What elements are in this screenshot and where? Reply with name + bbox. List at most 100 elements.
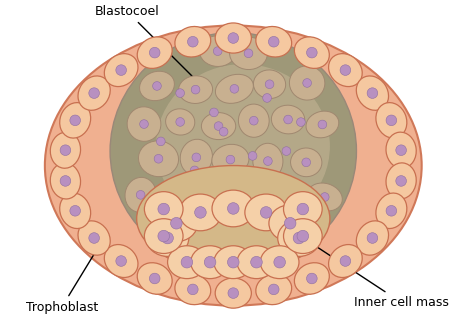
Ellipse shape xyxy=(328,245,362,277)
Circle shape xyxy=(307,47,317,58)
Ellipse shape xyxy=(212,190,255,227)
Ellipse shape xyxy=(356,221,389,255)
Ellipse shape xyxy=(110,33,356,269)
Circle shape xyxy=(284,115,292,124)
Ellipse shape xyxy=(145,219,183,254)
Circle shape xyxy=(293,232,305,244)
Ellipse shape xyxy=(104,54,138,87)
Ellipse shape xyxy=(104,245,138,277)
Ellipse shape xyxy=(125,178,156,212)
Circle shape xyxy=(307,273,317,284)
Ellipse shape xyxy=(45,25,422,306)
Circle shape xyxy=(158,230,170,242)
Ellipse shape xyxy=(165,109,195,135)
Ellipse shape xyxy=(269,205,311,242)
Circle shape xyxy=(116,65,127,75)
Ellipse shape xyxy=(229,37,267,70)
Ellipse shape xyxy=(137,37,172,68)
Circle shape xyxy=(302,158,310,167)
Circle shape xyxy=(265,80,274,89)
Circle shape xyxy=(191,85,200,94)
Ellipse shape xyxy=(294,37,329,68)
Ellipse shape xyxy=(137,263,172,294)
Circle shape xyxy=(286,194,294,203)
Ellipse shape xyxy=(278,220,320,256)
Ellipse shape xyxy=(245,194,287,231)
Ellipse shape xyxy=(307,183,342,211)
Circle shape xyxy=(244,49,253,58)
Circle shape xyxy=(204,256,216,268)
Circle shape xyxy=(195,207,206,218)
Circle shape xyxy=(175,189,184,198)
Circle shape xyxy=(228,203,239,214)
Text: Blastocoel: Blastocoel xyxy=(95,5,202,86)
Ellipse shape xyxy=(146,220,189,256)
Ellipse shape xyxy=(191,246,229,279)
Circle shape xyxy=(260,207,272,218)
Circle shape xyxy=(226,155,235,164)
Circle shape xyxy=(162,232,173,244)
Ellipse shape xyxy=(273,185,306,212)
Ellipse shape xyxy=(215,278,251,308)
Ellipse shape xyxy=(253,143,283,179)
Ellipse shape xyxy=(272,105,305,134)
Circle shape xyxy=(181,256,193,268)
Ellipse shape xyxy=(386,163,416,199)
Circle shape xyxy=(188,36,198,47)
Ellipse shape xyxy=(294,263,329,294)
Ellipse shape xyxy=(212,144,249,175)
Ellipse shape xyxy=(376,103,407,138)
Circle shape xyxy=(386,115,397,126)
Ellipse shape xyxy=(78,76,110,110)
Ellipse shape xyxy=(215,23,251,53)
Circle shape xyxy=(367,88,378,99)
Circle shape xyxy=(249,194,258,202)
Ellipse shape xyxy=(214,246,253,279)
Circle shape xyxy=(171,217,182,229)
Circle shape xyxy=(70,115,81,126)
Circle shape xyxy=(263,94,272,102)
Ellipse shape xyxy=(179,194,222,231)
Circle shape xyxy=(140,120,148,128)
Circle shape xyxy=(210,108,219,117)
Ellipse shape xyxy=(175,26,211,57)
Circle shape xyxy=(213,47,222,56)
Circle shape xyxy=(176,117,184,126)
Circle shape xyxy=(303,79,311,87)
Circle shape xyxy=(268,36,279,47)
Ellipse shape xyxy=(138,141,179,177)
Circle shape xyxy=(156,137,165,146)
Circle shape xyxy=(208,188,217,197)
Circle shape xyxy=(89,233,100,243)
Text: Inner cell mass: Inner cell mass xyxy=(299,235,449,309)
Ellipse shape xyxy=(376,193,407,229)
Ellipse shape xyxy=(386,132,416,168)
Circle shape xyxy=(158,203,170,215)
Circle shape xyxy=(60,176,71,186)
Circle shape xyxy=(282,147,291,155)
Ellipse shape xyxy=(356,76,389,110)
Circle shape xyxy=(396,145,406,155)
Ellipse shape xyxy=(161,178,198,209)
Circle shape xyxy=(230,84,239,93)
Circle shape xyxy=(116,256,127,266)
Ellipse shape xyxy=(283,219,322,254)
Circle shape xyxy=(192,153,201,162)
Circle shape xyxy=(249,116,258,125)
Circle shape xyxy=(284,217,296,229)
Ellipse shape xyxy=(78,221,110,255)
Circle shape xyxy=(340,65,351,75)
Circle shape xyxy=(248,152,257,160)
Circle shape xyxy=(386,205,397,216)
Circle shape xyxy=(320,193,329,201)
Ellipse shape xyxy=(254,70,286,99)
Circle shape xyxy=(318,120,327,129)
Circle shape xyxy=(228,256,239,268)
Circle shape xyxy=(153,82,161,90)
Ellipse shape xyxy=(237,246,276,279)
Ellipse shape xyxy=(256,26,292,57)
Ellipse shape xyxy=(215,74,254,103)
Ellipse shape xyxy=(195,176,230,209)
Circle shape xyxy=(70,205,81,216)
Circle shape xyxy=(154,154,163,163)
